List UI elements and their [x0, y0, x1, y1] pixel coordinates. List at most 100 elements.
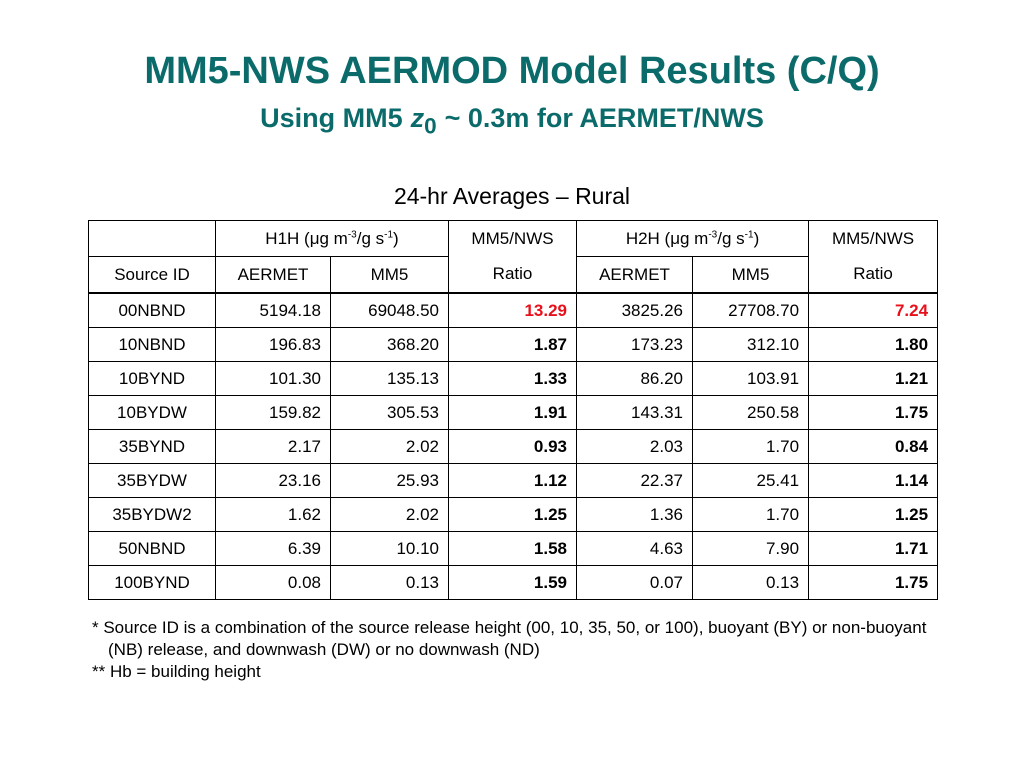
subtitle-text: Using MM5 [260, 103, 403, 133]
table-cell: 1.91 [448, 395, 578, 430]
table-cell: 1.70 [692, 429, 810, 464]
table-cell: 0.13 [692, 565, 810, 600]
header-text: H2H (μg m [625, 228, 709, 248]
table-cell: 1.14 [808, 463, 939, 498]
table-cell: 1.70 [692, 497, 810, 532]
table-cell: 25.93 [329, 463, 450, 498]
table-cell: 1.87 [448, 327, 578, 362]
table-cell: 100BYND [88, 565, 216, 600]
header-cell: MM5/NWS [448, 220, 578, 257]
table-cell: 3825.26 [576, 292, 694, 328]
table-cell: 0.93 [448, 429, 578, 464]
subtitle-variable: z [410, 103, 425, 133]
table-row: 00NBND 5194.18 69048.50 13.29 3825.26 27708.7… [88, 292, 939, 328]
table-cell: 1.25 [448, 497, 578, 532]
table-cell: 1.21 [808, 361, 939, 396]
table-row: 10BYND 101.30 135.13 1.33 86.20 103.91 1.21 [88, 361, 939, 396]
footnote: ** Hb = building height [92, 662, 261, 681]
header-text: /g s [356, 228, 385, 248]
table-cell: 00NBND [88, 292, 216, 328]
subtitle-subscript: 0 [424, 113, 437, 139]
header-cell: MM5/NWS [808, 220, 939, 257]
caption: 24-hr Averages – Rural [393, 183, 631, 209]
table-cell: 159.82 [215, 395, 331, 430]
table-cell: 7.90 [692, 531, 810, 566]
table-cell: 0.07 [576, 565, 694, 600]
table-cell: 50NBND [88, 531, 216, 566]
table-cell: 1.59 [448, 565, 578, 600]
table-row: 10BYDW 159.82 305.53 1.91 143.31 250.58 1.75 [88, 395, 939, 430]
table-cell: 1.36 [576, 497, 694, 532]
table-cell: 1.33 [448, 361, 578, 396]
table-cell: 143.31 [576, 395, 694, 430]
table-cell: 86.20 [576, 361, 694, 396]
table-cell: 23.16 [215, 463, 331, 498]
table-cell: 250.58 [692, 395, 810, 430]
table-cell: 1.62 [215, 497, 331, 532]
header-text: -1 [744, 228, 754, 240]
table-cell: 10BYDW [88, 395, 216, 430]
header-cell: Ratio [448, 256, 578, 294]
subtitle-text: ~ 0.3m for AERMET/NWS [444, 103, 764, 133]
header-cell: MM5 [692, 256, 810, 294]
table-cell: 35BYDW [88, 463, 216, 498]
table-cell: 1.71 [808, 531, 939, 566]
header-text: ) [393, 228, 399, 248]
subtitle: Using MM5 z0 ~ 0.3m for AERMET/NWS [0, 103, 1024, 139]
header-cell: H1H (μg m-3/g s-1) [214, 220, 450, 257]
table-row: 10NBND 196.83 368.20 1.87 173.23 312.10 1.80 [88, 327, 939, 362]
table-cell: 1.80 [808, 327, 939, 362]
table-cell: 13.29 [448, 292, 578, 328]
table-cell: 69048.50 [329, 292, 450, 328]
header-cell: H2H (μg m-3/g s-1) [576, 220, 810, 257]
header-text: -1 [384, 228, 394, 240]
results-table: H1H (μg m-3/g s-1) MM5/NWS H2H (μg m-3/g s… [88, 220, 939, 600]
table-cell: 1.25 [808, 497, 939, 532]
table-cell: 10BYND [88, 361, 216, 396]
footnotes: * Source ID is a combination of the sour… [92, 617, 962, 683]
table-cell: 2.17 [215, 429, 331, 464]
table-cell: 368.20 [329, 327, 450, 362]
header-text: ) [753, 228, 760, 248]
table-cell: 1.75 [808, 565, 939, 600]
header-text: /g s [717, 228, 745, 248]
table-cell: 196.83 [215, 327, 331, 362]
header-cell: Ratio [808, 256, 939, 294]
table-cell: 305.53 [329, 395, 450, 430]
table-row: 100BYND 0.08 0.13 1.59 0.07 0.13 1.75 [88, 565, 939, 600]
header-text: -3 [708, 228, 718, 240]
table-cell: 5194.18 [215, 292, 331, 328]
table-row: 35BYND 2.17 2.02 0.93 2.03 1.70 0.84 [88, 429, 939, 464]
table-cell: 0.13 [329, 565, 450, 600]
table-cell: 35BYND [88, 429, 216, 464]
header-cell: AERMET [215, 256, 331, 294]
table-row: 35BYDW2 1.62 2.02 1.25 1.36 1.70 1.25 [88, 497, 939, 532]
table-cell: 7.24 [808, 292, 939, 328]
table-cell: 312.10 [692, 327, 810, 362]
header-cell: AERMET [576, 256, 694, 294]
table-cell: 135.13 [329, 361, 450, 396]
header-cell: MM5 [329, 256, 450, 294]
header-cell: Source ID [88, 256, 216, 294]
title: MM5-NWS AERMOD Model Results (C/Q) [144, 50, 880, 92]
table-cell: 2.02 [329, 429, 450, 464]
header-row: H1H (μg m-3/g s-1) MM5/NWS H2H (μg m-3/g s… [88, 220, 939, 257]
table-cell: 4.63 [576, 531, 694, 566]
table-cell: 173.23 [576, 327, 694, 362]
header-row: Source ID AERMET MM5 Ratio AERMET MM5 Ratio [88, 256, 939, 294]
table-cell: 103.91 [692, 361, 810, 396]
header-text: H1H (μg m [265, 228, 348, 248]
table-cell: 22.37 [576, 463, 694, 498]
table-cell: 0.84 [808, 429, 939, 464]
table-cell: 101.30 [215, 361, 331, 396]
table-cell: 35BYDW2 [88, 497, 216, 532]
table-cell: 27708.70 [692, 292, 810, 328]
header-cell [88, 220, 216, 257]
footnote: * Source ID is a combination of the sour… [92, 618, 927, 659]
table-cell: 2.02 [329, 497, 450, 532]
table-cell: 25.41 [692, 463, 810, 498]
header-text: -3 [347, 228, 357, 240]
table-row: 50NBND 6.39 10.10 1.58 4.63 7.90 1.71 [88, 531, 939, 566]
table-cell: 0.08 [215, 565, 331, 600]
